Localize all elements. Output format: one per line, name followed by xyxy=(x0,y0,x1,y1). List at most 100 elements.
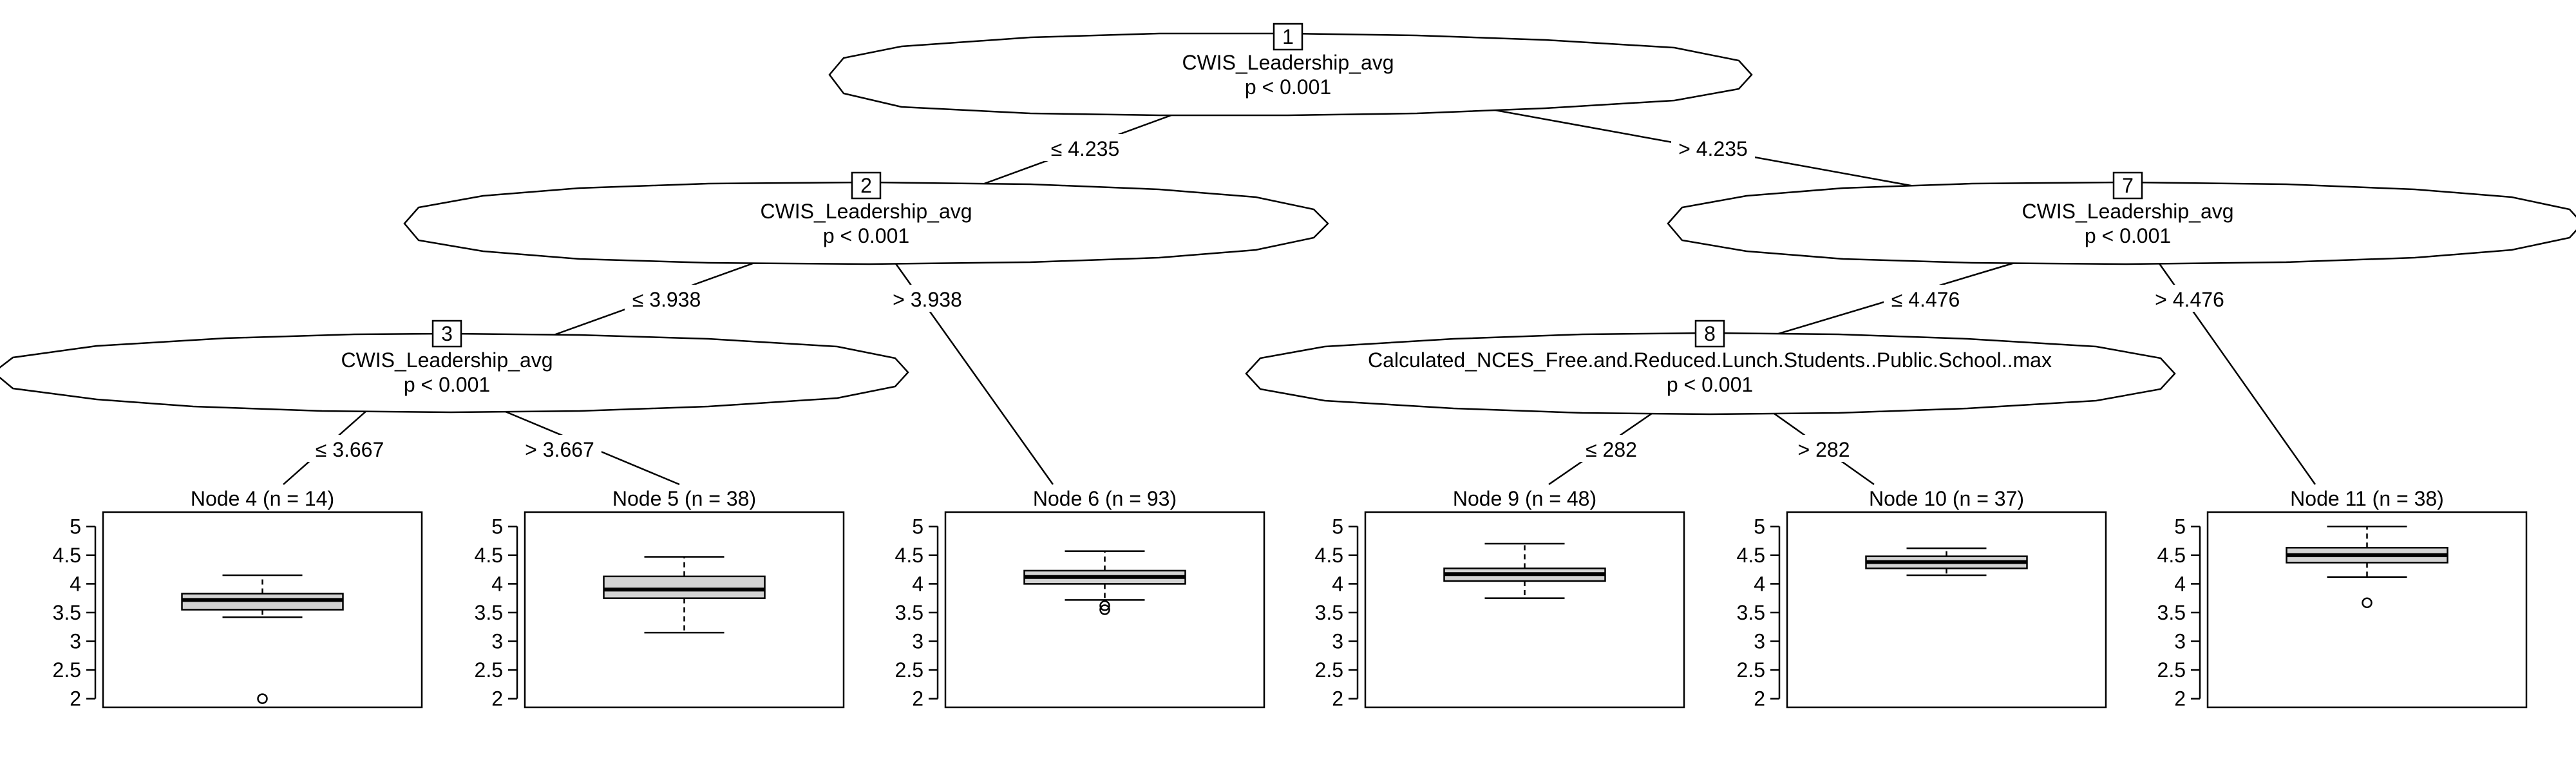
edge-label-1-2: ≤ 4.235 xyxy=(1051,137,1120,160)
plot-panel xyxy=(1364,511,1685,709)
y-tick-label: 4.5 xyxy=(53,544,81,567)
y-tick-label: 5 xyxy=(2174,515,2186,538)
node-p-value: p < 0.001 xyxy=(2085,224,2171,247)
edge-label-7-11: > 4.476 xyxy=(2155,288,2224,311)
y-tick-label: 2.5 xyxy=(895,658,923,682)
y-tick-label: 4 xyxy=(2174,572,2186,595)
edges xyxy=(283,107,2316,486)
terminal-title: Node 11 (n = 38) xyxy=(2290,487,2444,510)
terminal-node-5: Node 5 (n = 38) 2 2.5 3 3.5 4 4.5 5 xyxy=(475,487,845,711)
terminal-title: Node 4 (n = 14) xyxy=(191,487,334,510)
y-tick-label: 2 xyxy=(912,687,923,711)
node-p-value: p < 0.001 xyxy=(1245,75,1331,99)
edge-label-8-10: > 282 xyxy=(1798,438,1850,461)
node-id-box xyxy=(1694,320,1725,348)
terminal-node-11: Node 11 (n = 38) 2 2.5 3 3.5 4 4.5 5 xyxy=(2157,487,2528,711)
y-tick-label: 3.5 xyxy=(2157,601,2186,624)
edge-label-8-9: ≤ 282 xyxy=(1586,438,1637,461)
y-tick-label: 5 xyxy=(1332,515,1343,538)
node-ellipse xyxy=(828,32,1753,117)
plot-panel xyxy=(1786,511,2107,709)
inner-node-8: 8 Calculated_NCES_Free.and.Reduced.Lunch… xyxy=(1245,320,2176,415)
y-tick-label: 2.5 xyxy=(475,658,503,682)
inner-node-7: 7 CWIS_Leadership_avg p < 0.001 xyxy=(1667,171,2576,265)
node-ellipse xyxy=(1667,181,2576,265)
terminal-title: Node 10 (n = 37) xyxy=(1869,487,2024,510)
edge-label-2-3: ≤ 3.938 xyxy=(632,288,701,311)
node-ellipse xyxy=(403,181,1329,265)
terminal-node-4: Node 4 (n = 14) 2 2.5 3 3.5 4 4.5 5 xyxy=(53,487,423,711)
node-id: 1 xyxy=(1282,25,1294,48)
outlier-point xyxy=(1099,600,1110,611)
node-id: 3 xyxy=(441,322,453,345)
y-tick-label: 4.5 xyxy=(895,544,923,567)
y-tick-label: 3 xyxy=(491,630,503,653)
terminal-node-9: Node 9 (n = 48) 2 2.5 3 3.5 4 4.5 5 xyxy=(1315,487,1685,711)
node-ellipse xyxy=(1245,332,2176,415)
y-tick-label: 3.5 xyxy=(895,601,923,624)
node-variable: CWIS_Leadership_avg xyxy=(2022,200,2233,223)
y-tick-label: 4 xyxy=(491,572,503,595)
y-tick-label: 2.5 xyxy=(53,658,81,682)
y-tick-label: 2 xyxy=(1754,687,1765,711)
y-tick-label: 2 xyxy=(70,687,81,711)
node-variable: CWIS_Leadership_avg xyxy=(760,200,972,223)
node-id-box xyxy=(2112,171,2143,200)
y-tick-label: 2 xyxy=(491,687,503,711)
inner-node-3: 3 CWIS_Leadership_avg p < 0.001 xyxy=(0,320,909,414)
outlier-point xyxy=(2362,597,2372,609)
node-variable: Calculated_NCES_Free.and.Reduced.Lunch.S… xyxy=(1368,348,2052,372)
y-tick-label: 3.5 xyxy=(1737,601,1765,624)
edge-label-2-6: > 3.938 xyxy=(893,288,962,311)
y-tick-label: 4 xyxy=(70,572,81,595)
y-tick-label: 4 xyxy=(1332,572,1343,595)
y-tick-label: 5 xyxy=(1754,515,1765,538)
terminal-title: Node 5 (n = 38) xyxy=(612,487,756,510)
terminal-title: Node 9 (n = 48) xyxy=(1453,487,1596,510)
node-p-value: p < 0.001 xyxy=(1667,373,1753,396)
y-tick-label: 5 xyxy=(491,515,503,538)
y-tick-label: 2.5 xyxy=(2157,658,2186,682)
edge-label-7-8: ≤ 4.476 xyxy=(1891,288,1960,311)
inner-node-1: 1 CWIS_Leadership_avg p < 0.001 xyxy=(828,23,1753,117)
node-variable: CWIS_Leadership_avg xyxy=(341,348,553,372)
node-id: 8 xyxy=(1704,322,1716,345)
y-tick-label: 2 xyxy=(2174,687,2186,711)
y-tick-label: 2.5 xyxy=(1737,658,1765,682)
y-tick-label: 4.5 xyxy=(1737,544,1765,567)
plot-panel xyxy=(2206,511,2528,709)
y-tick-label: 4 xyxy=(912,572,923,595)
y-tick-label: 3.5 xyxy=(475,601,503,624)
y-tick-label: 3 xyxy=(2174,630,2186,653)
y-tick-label: 2 xyxy=(1332,687,1343,711)
y-tick-label: 3 xyxy=(912,630,923,653)
outlier-point xyxy=(1099,604,1110,615)
terminal-node-10: Node 10 (n = 37) 2 2.5 3 3.5 4 4.5 5 xyxy=(1737,487,2107,711)
edge-label-3-4: ≤ 3.667 xyxy=(316,438,384,461)
node-id: 7 xyxy=(2122,174,2134,197)
y-tick-label: 4.5 xyxy=(1315,544,1343,567)
node-id-box xyxy=(431,320,462,348)
terminal-node-6: Node 6 (n = 93) 2 2.5 3 3.5 4 4.5 5 xyxy=(895,487,1265,711)
node-id-box xyxy=(851,171,882,200)
node-p-value: p < 0.001 xyxy=(404,373,490,396)
node-p-value: p < 0.001 xyxy=(823,224,909,247)
y-tick-label: 3.5 xyxy=(1315,601,1343,624)
edge-label-3-5: > 3.667 xyxy=(525,438,594,461)
iqr-box xyxy=(603,575,766,599)
y-tick-label: 5 xyxy=(70,515,81,538)
y-tick-label: 4.5 xyxy=(475,544,503,567)
inner-node-2: 2 CWIS_Leadership_avg p < 0.001 xyxy=(403,171,1329,265)
y-tick-label: 2.5 xyxy=(1315,658,1343,682)
y-tick-label: 3 xyxy=(70,630,81,653)
node-ellipse xyxy=(0,332,909,414)
node-id: 2 xyxy=(860,174,872,197)
y-tick-label: 3.5 xyxy=(53,601,81,624)
y-tick-label: 4 xyxy=(1754,572,1765,595)
node-id-box xyxy=(1273,23,1303,51)
outlier-point xyxy=(257,693,268,704)
edge-label-1-7: > 4.235 xyxy=(1678,137,1748,160)
y-tick-label: 3 xyxy=(1332,630,1343,653)
